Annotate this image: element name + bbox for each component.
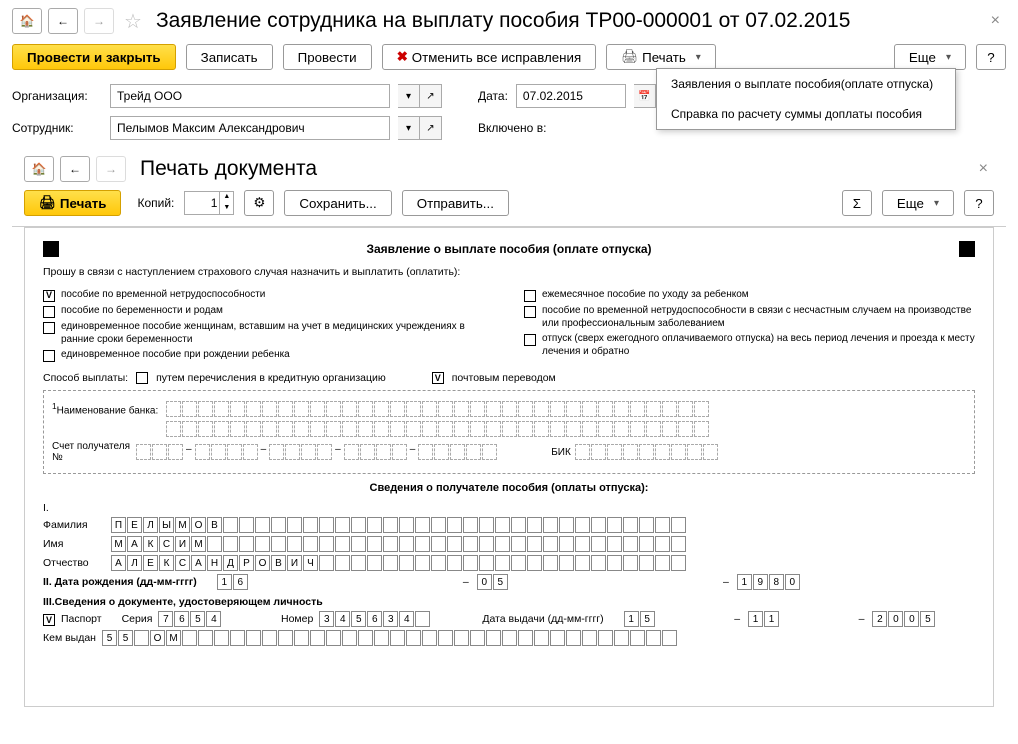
included-label: Включено в:	[478, 121, 546, 135]
org-field[interactable]: Трейд ООО	[110, 84, 390, 108]
section-recipient: Сведения о получателе пособия (оплаты от…	[43, 482, 975, 494]
date-field[interactable]: 07.02.2015	[516, 84, 626, 108]
sub-home-button[interactable]: 🏠	[24, 156, 54, 182]
sub-back-button[interactable]: ←	[60, 156, 90, 182]
checkbox	[524, 290, 536, 302]
org-select-button[interactable]: ▾	[398, 84, 420, 108]
forward-button[interactable]: →	[84, 8, 114, 34]
employee-select-button[interactable]: ▾	[398, 116, 420, 140]
marker-left	[43, 241, 59, 257]
sub-title: Печать документа	[140, 157, 317, 181]
doc-title: Заявление о выплате пособия (оплате отпу…	[366, 242, 651, 256]
save-button[interactable]: Записать	[186, 44, 273, 70]
post-button[interactable]: Провести	[283, 44, 372, 70]
passport-check: V	[43, 614, 55, 626]
sub-forward-button[interactable]: →	[96, 156, 126, 182]
print-dropdown-menu: Заявления о выплате пособия(оплате отпус…	[656, 68, 956, 130]
pay-method-2-check: V	[432, 372, 444, 384]
org-open-button[interactable]: ↗	[420, 84, 442, 108]
employee-open-button[interactable]: ↗	[420, 116, 442, 140]
copies-label: Копий:	[137, 196, 174, 210]
pay-method-label: Способ выплаты:	[43, 372, 128, 384]
document-preview: Заявление о выплате пособия (оплате отпу…	[24, 227, 994, 707]
send-button[interactable]: Отправить...	[402, 190, 509, 216]
date-label: Дата:	[478, 89, 508, 103]
copies-up[interactable]: ▲	[220, 192, 233, 203]
print-menu-item-2[interactable]: Справка по расчету суммы доплаты пособия	[657, 99, 955, 129]
checkbox	[524, 306, 536, 318]
sub-close-button[interactable]: ×	[973, 160, 994, 178]
doc-intro: Прошу в связи с наступлением страхового …	[43, 266, 975, 278]
print-dropdown-button[interactable]: 🖨Печать	[606, 44, 716, 70]
pay-method-1-check	[136, 372, 148, 384]
marker-right	[959, 241, 975, 257]
favorite-icon[interactable]: ☆	[124, 9, 142, 34]
printer-icon: 🖨	[621, 49, 638, 65]
post-close-button[interactable]: Провести и закрыть	[12, 44, 176, 70]
close-button[interactable]: ×	[985, 12, 1006, 30]
sum-button[interactable]: Σ	[842, 190, 872, 216]
back-button[interactable]: ←	[48, 8, 78, 34]
checkbox	[43, 350, 55, 362]
page-title: Заявление сотрудника на выплату пособия …	[156, 9, 850, 33]
cancel-icon: ✖	[397, 49, 408, 65]
checkbox: V	[43, 290, 55, 302]
help-button[interactable]: ?	[976, 44, 1006, 70]
settings-button[interactable]: ⚙	[244, 190, 274, 216]
save-as-button[interactable]: Сохранить...	[284, 190, 391, 216]
checkbox	[43, 322, 55, 334]
checkbox	[43, 306, 55, 318]
home-button[interactable]: 🏠	[12, 8, 42, 34]
sub-more-button[interactable]: Еще	[882, 190, 954, 216]
employee-field[interactable]: Пелымов Максим Александрович	[110, 116, 390, 140]
printer-icon: 🖨	[39, 195, 56, 211]
copies-down[interactable]: ▼	[220, 203, 233, 214]
cancel-corrections-button[interactable]: ✖Отменить все исправления	[382, 44, 597, 70]
org-label: Организация:	[12, 89, 102, 103]
more-button[interactable]: Еще	[894, 44, 966, 70]
date-picker-button[interactable]: 📅	[634, 84, 656, 108]
sub-help-button[interactable]: ?	[964, 190, 994, 216]
copies-input[interactable]: 1 ▲▼	[184, 191, 234, 215]
print-button[interactable]: 🖨Печать	[24, 190, 121, 216]
employee-label: Сотрудник:	[12, 121, 102, 135]
checkbox	[524, 334, 536, 346]
print-menu-item-1[interactable]: Заявления о выплате пособия(оплате отпус…	[657, 69, 955, 99]
